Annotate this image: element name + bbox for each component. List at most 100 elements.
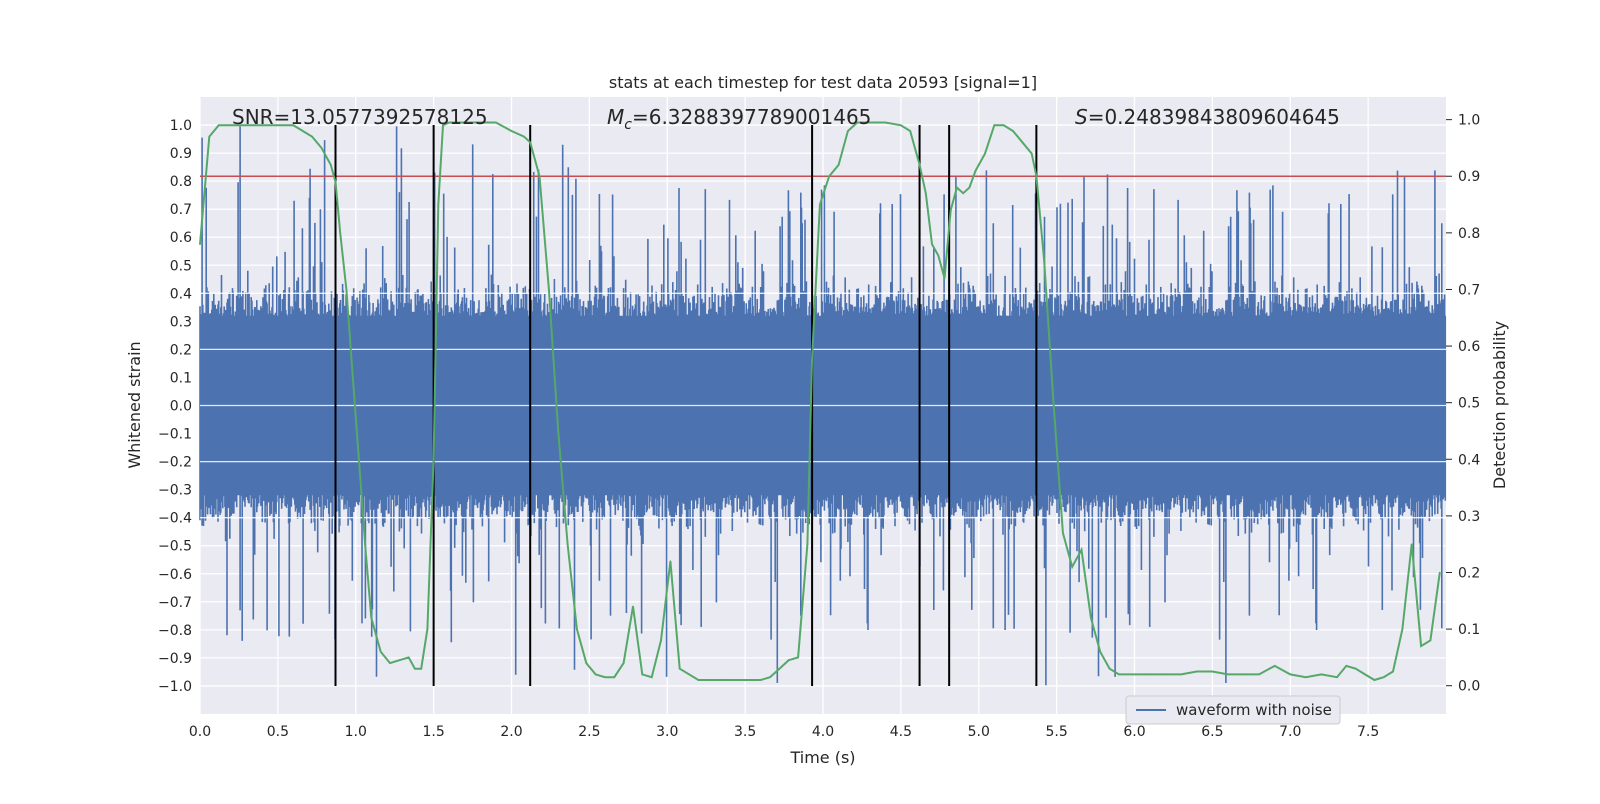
y-tick-label-right: 0.7 (1458, 282, 1480, 298)
probability-point (576, 628, 578, 630)
x-tick-label: 3.5 (734, 724, 756, 740)
probability-point (464, 121, 466, 124)
probability-point (828, 175, 830, 177)
legend-box (1125, 695, 1341, 725)
y-tick-label-right: 0.1 (1458, 622, 1480, 638)
probability-point (1242, 673, 1245, 676)
probability-point (949, 209, 952, 211)
s-value: =0.24839843809604645 (1088, 105, 1340, 129)
probability-point (778, 667, 781, 670)
y-tick-label-left: −0.6 (158, 567, 192, 583)
probability-point (787, 659, 790, 661)
probability-point (1392, 670, 1394, 673)
probability-point (797, 656, 799, 659)
y-tick-labels-left: 1.0 0.9 0.8 0.7 0.6 0.5 0.4 0.3 0.2 0.1 0.0 −0.1 −0.… (158, 118, 192, 695)
probability-point (1012, 130, 1014, 132)
probability-point (1410, 543, 1413, 545)
x-tick-label: 3.0 (656, 724, 678, 740)
probability-point (1273, 665, 1276, 667)
y-tick-label-left: 0.6 (170, 230, 192, 246)
probability-point (334, 181, 337, 183)
probability-point (398, 659, 401, 661)
legend-label: waveform with noise (1176, 701, 1332, 719)
probability-point (769, 676, 771, 678)
probability-point (1021, 141, 1024, 144)
probability-point (1133, 673, 1136, 676)
mc-symbol: M (607, 105, 624, 129)
y-tick-label-left: 0.7 (170, 202, 192, 218)
probability-point (1336, 676, 1338, 678)
y-tick-label-right: 0.8 (1458, 226, 1480, 242)
probability-point (1211, 670, 1214, 673)
probability-point (847, 130, 849, 132)
probability-point (918, 164, 921, 166)
probability-point (420, 667, 423, 670)
probability-point (1071, 566, 1073, 568)
probability-point (697, 679, 700, 681)
y-tick-label-right: 0.0 (1458, 679, 1480, 695)
mc-value: =6.3288397789001465 (632, 105, 871, 129)
probability-point (937, 254, 940, 257)
probability-point (1196, 670, 1198, 673)
x-tick-label: 1.0 (345, 724, 367, 740)
probability-point (650, 676, 653, 678)
y-tick-label-left: −0.9 (158, 651, 192, 667)
probability-point (199, 243, 201, 245)
probability-point (1258, 673, 1260, 676)
probability-point (208, 135, 211, 138)
x-tick-label: 7.5 (1357, 724, 1379, 740)
x-tick-label: 6.5 (1201, 724, 1223, 740)
probability-point (1345, 665, 1348, 667)
probability-point (744, 679, 746, 681)
y-tick-label-right: 0.6 (1458, 339, 1480, 355)
y-tick-label-right: 0.2 (1458, 565, 1480, 581)
probability-point (538, 175, 541, 177)
probability-point (1420, 645, 1422, 647)
probability-point (370, 617, 373, 619)
y-tick-label-left: −0.4 (158, 511, 192, 527)
probability-point (641, 673, 644, 676)
probability-point (311, 135, 313, 138)
y-tick-label-right: 0.9 (1458, 169, 1480, 185)
probability-point (1429, 639, 1432, 642)
probability-point (442, 124, 444, 127)
probability-point (604, 676, 606, 678)
x-tick-label: 2.5 (578, 724, 600, 740)
x-tick-label: 5.0 (968, 724, 990, 740)
y-tick-label-right: 0.3 (1458, 509, 1480, 525)
probability-point (364, 543, 366, 545)
probability-point (437, 203, 440, 206)
x-tick-label: 0.5 (267, 724, 289, 740)
probability-point (1320, 673, 1323, 676)
y-tick-label-left: 0.1 (170, 370, 192, 386)
y-tick-label-right: 1.0 (1458, 113, 1480, 129)
probability-point (1052, 401, 1055, 404)
probability-point (721, 679, 723, 681)
probability-point (1227, 673, 1229, 676)
y-tick-label-left: −0.1 (158, 427, 192, 443)
y-tick-labels-right: 1.0 0.9 0.8 0.7 0.6 0.5 0.4 0.3 0.2 0.1 0.0 (1446, 113, 1480, 695)
probability-point (432, 458, 435, 461)
probability-point (632, 605, 634, 608)
y-tick-label-left: −0.2 (158, 455, 192, 471)
probability-point (414, 667, 416, 670)
probability-point (1062, 532, 1064, 534)
probability-point (302, 130, 304, 132)
probability-point (1164, 673, 1167, 676)
probability-point (358, 458, 360, 461)
y-tick-label-left: −0.5 (158, 539, 192, 555)
legend: waveform with noise (1125, 695, 1341, 725)
probability-point (819, 203, 821, 206)
probability-point (479, 121, 482, 124)
y-tick-label-right: 0.4 (1458, 452, 1480, 468)
probability-point (1364, 673, 1366, 676)
probability-point (1149, 673, 1151, 676)
probability-point (925, 192, 927, 194)
probability-point (523, 135, 525, 138)
mc-subscript: c (624, 117, 632, 133)
x-tick-label: 7.0 (1279, 724, 1301, 740)
y-tick-label-left: 1.0 (170, 118, 192, 134)
probability-line (199, 121, 1441, 682)
probability-point (448, 121, 451, 124)
